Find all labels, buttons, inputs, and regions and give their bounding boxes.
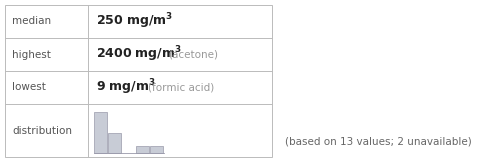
Bar <box>136 146 149 153</box>
Text: distribution: distribution <box>12 126 72 135</box>
Text: $\mathbf{2400}$ $\mathbf{mg/m^3}$: $\mathbf{2400}$ $\mathbf{mg/m^3}$ <box>96 45 182 64</box>
Text: (based on 13 values; 2 unavailable): (based on 13 values; 2 unavailable) <box>285 137 472 147</box>
Text: (formic acid): (formic acid) <box>148 82 214 93</box>
Bar <box>5 5 272 157</box>
Bar <box>108 133 121 153</box>
Text: highest: highest <box>12 50 51 59</box>
Text: median: median <box>12 17 51 27</box>
Bar <box>150 146 163 153</box>
Text: lowest: lowest <box>12 82 46 93</box>
Text: $\mathbf{250}$ $\mathbf{mg/m^3}$: $\mathbf{250}$ $\mathbf{mg/m^3}$ <box>96 12 173 31</box>
Text: (acetone): (acetone) <box>168 50 218 59</box>
Bar <box>94 112 107 153</box>
Text: $\mathbf{9}$ $\mathbf{mg/m^3}$: $\mathbf{9}$ $\mathbf{mg/m^3}$ <box>96 78 156 97</box>
